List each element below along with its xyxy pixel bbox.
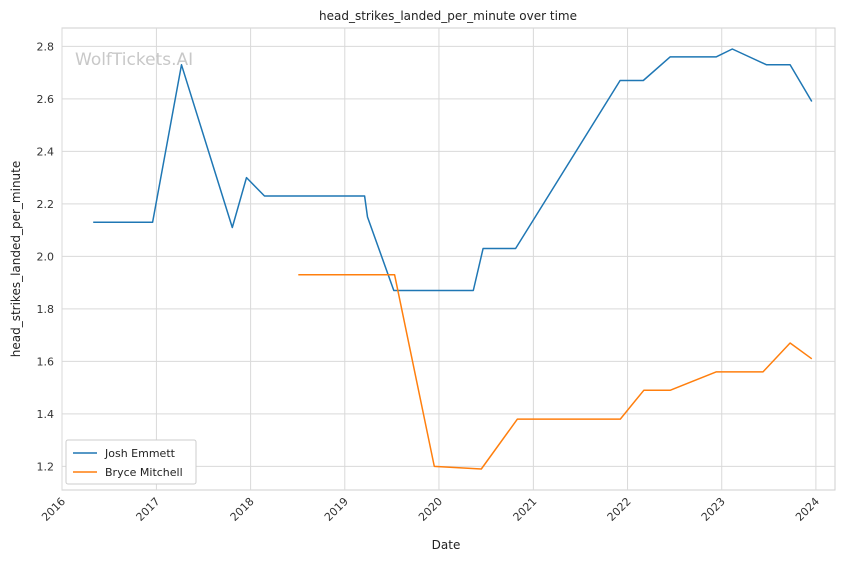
plot-area [61,27,836,491]
x-axis-label: Date [432,538,461,552]
series-line-bryce-mitchell [298,274,813,470]
legend-box [65,439,197,485]
y-tick-label: 2.8 [37,40,55,53]
y-tick-labels: 1.2 1.4 1.6 1.8 2.0 2.2 2.4 2.6 2.8 [37,40,55,473]
legend-label-bryce-mitchell: Bryce Mitchell [105,466,183,479]
y-tick-label: 1.2 [37,460,55,473]
chart-title: head_strikes_landed_per_minute over time [319,9,577,23]
series-layer [93,48,813,470]
y-tick-label: 2.6 [37,93,55,106]
y-tick-label: 1.4 [37,408,55,421]
y-tick-label: 1.6 [37,355,55,368]
watermark: WolfTickets.AI [75,50,193,70]
y-tick-label: 2.4 [37,145,55,158]
y-tick-label: 1.8 [37,303,55,316]
y-tick-label: 2.0 [37,250,55,263]
grid-lines [61,28,835,490]
y-axis-label: head_strikes_landed_per_minute [9,161,23,358]
legend: Josh Emmett Bryce Mitchell [65,439,197,485]
series-line-josh-emmett [93,48,813,292]
y-tick-label: 2.2 [37,198,55,211]
legend-label-josh-emmett: Josh Emmett [104,447,176,460]
